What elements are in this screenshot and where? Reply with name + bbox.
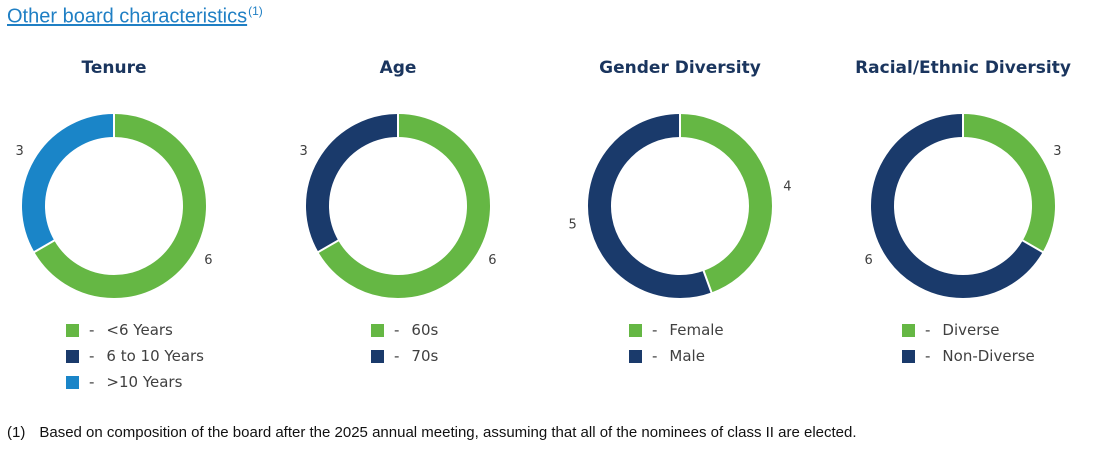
slice-separator: [702, 269, 713, 294]
slice-female: [679, 114, 772, 293]
legend-label: <6 Years: [106, 321, 173, 339]
data-label-6-years: 6: [204, 253, 212, 268]
tenure-donut: 63: [15, 113, 213, 298]
chart-title: Gender Diversity: [599, 58, 761, 78]
data-label-10-years: 3: [15, 144, 23, 159]
gender-legend: - Female - Male: [629, 317, 724, 369]
footnote-ref: (1): [248, 4, 263, 18]
data-label-non-diverse: 6: [864, 253, 872, 268]
legend-swatch: [629, 323, 642, 337]
legend-label: >10 Years: [106, 373, 183, 391]
legend-item-6-to-10-years: -6 to 10 Years: [66, 343, 204, 369]
legend-dash: -: [394, 347, 400, 365]
legend-swatch: [66, 349, 79, 363]
legend-dash: -: [394, 321, 400, 339]
legend-item-70s: -70s: [371, 343, 438, 369]
legend-label: 60s: [411, 321, 439, 339]
legend-swatch: [66, 375, 79, 389]
slice-60s: [318, 114, 490, 298]
section-header[interactable]: Other board characteristics(1): [7, 4, 263, 29]
legend-swatch: [629, 349, 642, 363]
legend-item-male: - Male: [629, 343, 724, 369]
legend-dash: -: [925, 347, 931, 365]
legend-item-10-years: - >10 Years: [66, 369, 204, 395]
footnote: (1) Based on composition of the board aft…: [7, 424, 857, 441]
footnote-marker: (1): [7, 424, 26, 441]
legend-label: Non-Diverse: [942, 347, 1035, 365]
legend-label: Diverse: [942, 321, 1000, 339]
footnote-text: Based on composition of the board after …: [39, 424, 857, 441]
legend-item-female: - Female: [629, 317, 724, 343]
data-label-60s: 6: [488, 253, 496, 268]
legend-item-diverse: - Diverse: [902, 317, 1035, 343]
legend-label: 70s: [411, 347, 439, 365]
racial-legend: - Diverse - Non-Diverse: [902, 317, 1035, 369]
legend-dash: -: [652, 347, 658, 365]
data-label-male: 5: [569, 217, 577, 232]
legend-swatch: [902, 323, 915, 337]
slice-separator: [316, 239, 340, 254]
chart-title: Tenure: [81, 58, 147, 78]
legend-dash: -: [89, 347, 95, 365]
legend-swatch: [371, 349, 384, 363]
legend-dash: -: [925, 321, 931, 339]
legend-swatch: [902, 349, 915, 363]
slice-10-years: [22, 114, 115, 252]
slice-70s: [306, 114, 399, 252]
slice-separator: [1021, 239, 1045, 254]
chart-title: Racial/Ethnic Diversity: [855, 58, 1071, 78]
tenure-legend: - <6 Years -6 to 10 Years - >10 Years: [66, 317, 204, 395]
legend-label: Female: [669, 321, 724, 339]
data-label-female: 4: [783, 180, 791, 195]
gender-donut: 45: [569, 113, 791, 298]
slice-6-years: [34, 114, 206, 298]
legend-item-6-years: - <6 Years: [66, 317, 204, 343]
data-label-diverse: 3: [1053, 144, 1061, 159]
legend-label: Male: [669, 347, 705, 365]
slice-male: [588, 114, 712, 298]
legend-swatch: [66, 323, 79, 337]
legend-swatch: [371, 323, 384, 337]
slice-separator: [32, 239, 56, 254]
data-label-70s: 3: [299, 144, 307, 159]
legend-item-60s: -60s: [371, 317, 438, 343]
slice-diverse: [962, 114, 1055, 252]
racial-donut: 36: [864, 113, 1062, 298]
age-donut: 63: [299, 113, 497, 298]
legend-dash: -: [89, 373, 95, 391]
age-legend: -60s -70s: [371, 317, 438, 369]
legend-item-non-diverse: - Non-Diverse: [902, 343, 1035, 369]
legend-dash: -: [89, 321, 95, 339]
legend-dash: -: [652, 321, 658, 339]
slice-non-diverse: [871, 114, 1043, 298]
chart-title: Age: [379, 58, 417, 78]
legend-label: 6 to 10 Years: [106, 347, 204, 365]
section-title-link[interactable]: Other board characteristics: [7, 5, 248, 28]
